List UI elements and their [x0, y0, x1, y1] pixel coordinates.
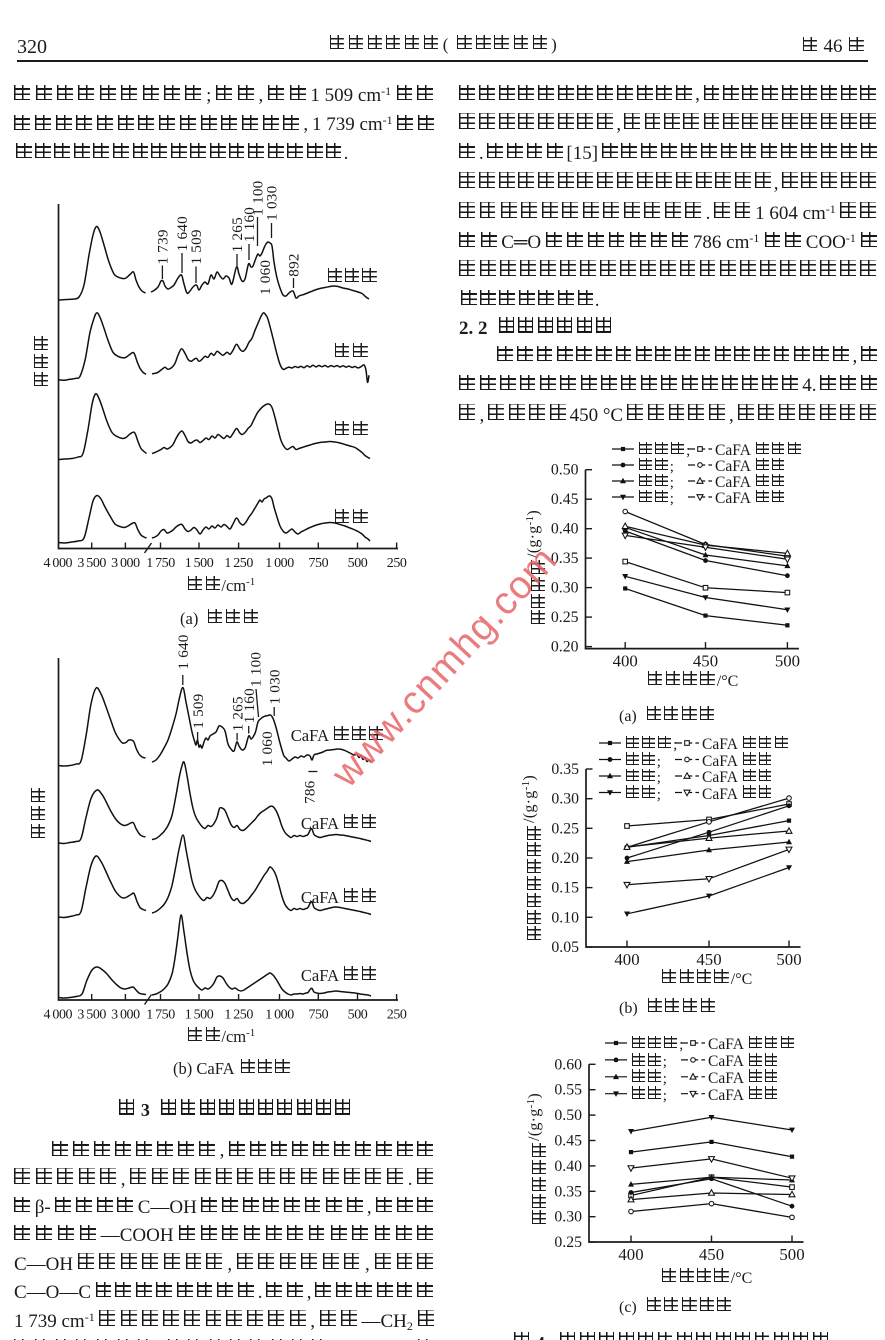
- svg-text:786: 786: [302, 780, 319, 804]
- svg-text:3 000: 3 000: [111, 556, 140, 571]
- svg-text:0.40: 0.40: [554, 1158, 582, 1175]
- svg-text:1 060: 1 060: [259, 731, 276, 766]
- svg-text:1 509: 1 509: [188, 229, 205, 264]
- svg-text:750: 750: [308, 1008, 328, 1023]
- svg-text:0.15: 0.15: [551, 880, 579, 897]
- svg-text:0.30: 0.30: [554, 1209, 582, 1226]
- svg-text:0.50: 0.50: [554, 1107, 582, 1124]
- svg-text:400: 400: [613, 652, 638, 671]
- svg-text:450: 450: [699, 1245, 724, 1264]
- svg-text:1 060: 1 060: [257, 260, 274, 295]
- svg-text:0.30: 0.30: [551, 791, 579, 808]
- svg-text:1 100: 1 100: [248, 652, 265, 687]
- svg-text:1 265: 1 265: [229, 217, 246, 252]
- svg-text:1 250: 1 250: [224, 556, 253, 571]
- svg-text:1 265: 1 265: [229, 696, 246, 731]
- svg-text:500: 500: [775, 652, 800, 671]
- svg-text:4 000: 4 000: [44, 556, 73, 571]
- svg-text:1 100: 1 100: [250, 180, 267, 215]
- svg-text:500: 500: [348, 556, 368, 571]
- svg-text:4 000: 4 000: [44, 1008, 73, 1023]
- svg-text:/(g·g-1): /(g·g-1): [525, 1093, 543, 1141]
- svg-text:1 000: 1 000: [265, 1008, 294, 1023]
- svg-text:450: 450: [693, 652, 718, 671]
- svg-text:0.20: 0.20: [551, 639, 579, 656]
- svg-text:/(g·g-1): /(g·g-1): [520, 775, 538, 823]
- svg-text:3 500: 3 500: [77, 1008, 106, 1023]
- svg-text:250: 250: [387, 1008, 407, 1023]
- svg-text:892: 892: [286, 253, 303, 276]
- svg-text:500: 500: [776, 950, 801, 969]
- svg-text:0.30: 0.30: [551, 580, 579, 597]
- svg-text:400: 400: [614, 950, 639, 969]
- svg-text:250: 250: [387, 556, 407, 571]
- svg-text:1 509: 1 509: [190, 694, 207, 729]
- svg-text:1 250: 1 250: [224, 1008, 253, 1023]
- svg-text:0.45: 0.45: [551, 491, 579, 508]
- svg-text:500: 500: [779, 1245, 804, 1264]
- svg-text:1 739: 1 739: [155, 229, 172, 264]
- svg-text:1 160: 1 160: [241, 688, 258, 723]
- svg-text:3 000: 3 000: [111, 1008, 140, 1023]
- svg-text:1 160: 1 160: [241, 207, 258, 242]
- svg-text:3 500: 3 500: [77, 556, 106, 571]
- svg-text:0.35: 0.35: [551, 761, 579, 778]
- svg-text:0.55: 0.55: [554, 1082, 582, 1099]
- svg-text:0.60: 0.60: [554, 1056, 582, 1073]
- svg-text:1 750: 1 750: [146, 556, 175, 571]
- svg-text:0.45: 0.45: [554, 1133, 582, 1150]
- svg-text:1 030: 1 030: [266, 669, 283, 704]
- svg-text:0.40: 0.40: [551, 521, 579, 538]
- svg-text:1 000: 1 000: [265, 556, 294, 571]
- svg-text:1 640: 1 640: [175, 634, 192, 669]
- svg-text:400: 400: [618, 1245, 643, 1264]
- svg-text:750: 750: [308, 556, 328, 571]
- svg-text:450: 450: [696, 950, 721, 969]
- svg-text:1 500: 1 500: [185, 556, 214, 571]
- svg-text:0.35: 0.35: [551, 550, 579, 567]
- svg-text:0.25: 0.25: [554, 1234, 582, 1251]
- svg-text:0.05: 0.05: [551, 939, 579, 956]
- svg-text:1 500: 1 500: [185, 1008, 214, 1023]
- svg-text:0.50: 0.50: [551, 462, 579, 479]
- svg-text:1 750: 1 750: [146, 1008, 175, 1023]
- svg-text:0.35: 0.35: [554, 1183, 582, 1200]
- svg-text:500: 500: [348, 1008, 368, 1023]
- svg-text:0.25: 0.25: [551, 820, 579, 837]
- svg-text:1 640: 1 640: [174, 216, 191, 251]
- svg-text:1 030: 1 030: [264, 185, 281, 220]
- svg-text:0.20: 0.20: [551, 850, 579, 867]
- svg-text:0.10: 0.10: [551, 909, 579, 926]
- svg-text:0.25: 0.25: [551, 609, 579, 626]
